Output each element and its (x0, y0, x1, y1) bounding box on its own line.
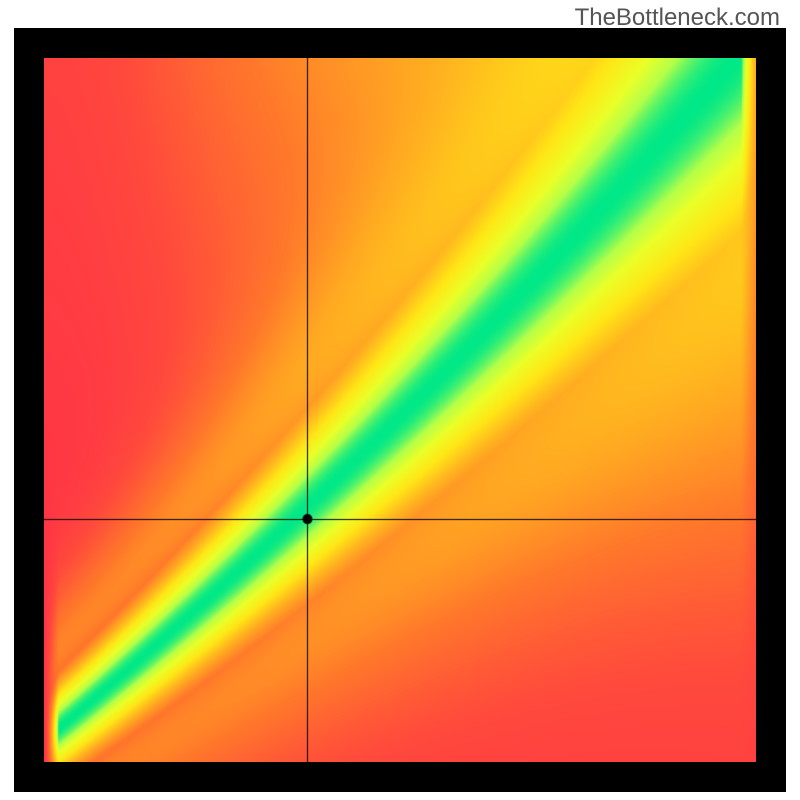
watermark-text: TheBottleneck.com (575, 4, 780, 32)
heatmap-canvas (44, 58, 756, 762)
heatmap-chart (14, 28, 786, 792)
